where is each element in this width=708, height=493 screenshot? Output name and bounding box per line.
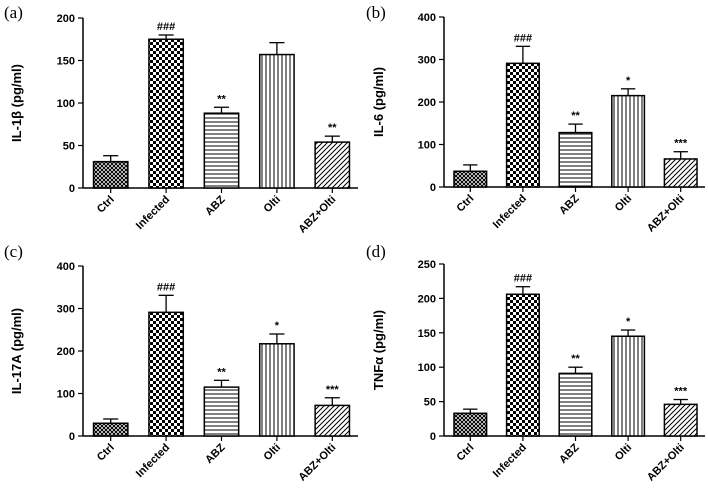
- category-label: ABZ+Olti: [645, 442, 687, 484]
- category-label: Infected: [134, 194, 172, 232]
- bar-abz-olti: [314, 141, 351, 189]
- bar-abz-olti: [663, 403, 698, 437]
- bar-abz: [558, 131, 593, 188]
- significance-marker: **: [217, 93, 226, 105]
- significance-marker: ###: [514, 273, 532, 285]
- significance-marker: ***: [326, 384, 340, 396]
- significance-marker: **: [328, 122, 337, 134]
- significance-marker: *: [275, 320, 280, 332]
- bar-infected: [148, 38, 185, 189]
- y-tick-label: 200: [57, 13, 75, 25]
- category-label: Infected: [134, 442, 172, 480]
- y-tick-label: 300: [57, 304, 75, 316]
- panel-label: (a): [4, 3, 23, 22]
- y-tick-label: 200: [418, 97, 436, 109]
- y-tick-label: 150: [418, 328, 436, 340]
- significance-marker: ###: [157, 281, 175, 293]
- y-tick-label: 300: [418, 55, 436, 67]
- category-label: ABZ+Olti: [645, 193, 687, 235]
- category-label: Ctrl: [95, 442, 117, 464]
- significance-marker: *: [626, 316, 631, 328]
- significance-marker: ###: [514, 32, 532, 44]
- y-axis-label: IL-6 (pg/ml): [371, 67, 386, 137]
- bar-olti: [258, 343, 295, 437]
- y-tick-label: 100: [57, 98, 75, 110]
- y-tick-label: 200: [57, 346, 75, 358]
- category-label: ABZ: [557, 192, 582, 217]
- y-axis-label: IL-17A (pg/ml): [9, 308, 24, 394]
- y-tick-label: 50: [63, 141, 75, 153]
- panel-label: (c): [4, 242, 23, 261]
- bar-infected: [148, 311, 185, 437]
- panel-d: (d) TNFα (pg/ml) 0 50 100 150 200 250 Ctrl Infe…: [366, 242, 705, 484]
- category-label: ABZ+Olti: [296, 194, 338, 236]
- y-tick-label: 400: [418, 12, 436, 24]
- bar-abz-olti: [314, 404, 351, 437]
- category-label: Ctrl: [455, 193, 477, 215]
- bar-infected: [505, 293, 540, 437]
- category-label: Ctrl: [95, 194, 117, 216]
- y-tick-label: 100: [418, 140, 436, 152]
- y-tick-label: 150: [57, 56, 75, 68]
- bar-ctrl: [92, 422, 129, 437]
- category-label: Ctrl: [455, 442, 477, 464]
- category-label: Olti: [262, 442, 283, 463]
- category-label: Olti: [262, 194, 283, 215]
- y-axis-label: TNFα (pg/ml): [371, 310, 386, 390]
- panel-label: (b): [366, 3, 386, 22]
- significance-marker: ***: [674, 138, 688, 150]
- category-label: Infected: [491, 193, 529, 231]
- y-tick-label: 0: [69, 183, 75, 195]
- y-tick-label: 100: [418, 362, 436, 374]
- bar-ctrl: [453, 170, 488, 188]
- significance-marker: *: [626, 75, 631, 87]
- bar-abz: [203, 112, 240, 189]
- y-tick-label: 0: [430, 431, 436, 443]
- y-tick-label: 0: [69, 431, 75, 443]
- bar-abz: [558, 372, 593, 437]
- significance-marker: **: [571, 110, 580, 122]
- significance-marker: **: [217, 366, 226, 378]
- y-tick-label: 250: [418, 259, 436, 271]
- bar-olti: [258, 53, 295, 189]
- significance-marker: ###: [157, 21, 175, 33]
- bar-olti: [611, 335, 646, 437]
- y-tick-label: 200: [418, 293, 436, 305]
- bar-olti: [611, 94, 646, 188]
- bar-abz: [203, 386, 240, 437]
- category-label: ABZ: [203, 441, 228, 466]
- significance-marker: **: [571, 353, 580, 365]
- panel-b: (b) IL-6 (pg/ml) 0 100 200 300 400 Ctrl Infect…: [366, 3, 705, 235]
- y-tick-label: 400: [57, 261, 75, 273]
- panel-c: (c) IL-17A (pg/ml) 0 100 200 300 400 Ctrl Infe…: [4, 242, 358, 484]
- category-label: ABZ: [557, 441, 582, 466]
- y-tick-label: 50: [424, 397, 436, 409]
- category-label: Infected: [491, 442, 529, 480]
- panel-a: (a) IL-1β (pg/ml) 0 50 100 150 200 Ctrl Infect…: [4, 3, 358, 236]
- y-tick-label: 0: [430, 182, 436, 194]
- category-label: ABZ+Olti: [296, 442, 338, 484]
- y-axis-label: IL-1β (pg/ml): [9, 64, 24, 142]
- category-label: ABZ: [203, 193, 228, 218]
- bar-ctrl: [92, 160, 129, 189]
- category-label: Olti: [613, 193, 634, 214]
- panel-label: (d): [366, 242, 386, 261]
- significance-marker: ***: [674, 386, 688, 398]
- bar-infected: [505, 62, 540, 188]
- category-label: Olti: [613, 442, 634, 463]
- bar-abz-olti: [663, 158, 698, 188]
- y-tick-label: 100: [57, 389, 75, 401]
- bar-ctrl: [453, 412, 488, 437]
